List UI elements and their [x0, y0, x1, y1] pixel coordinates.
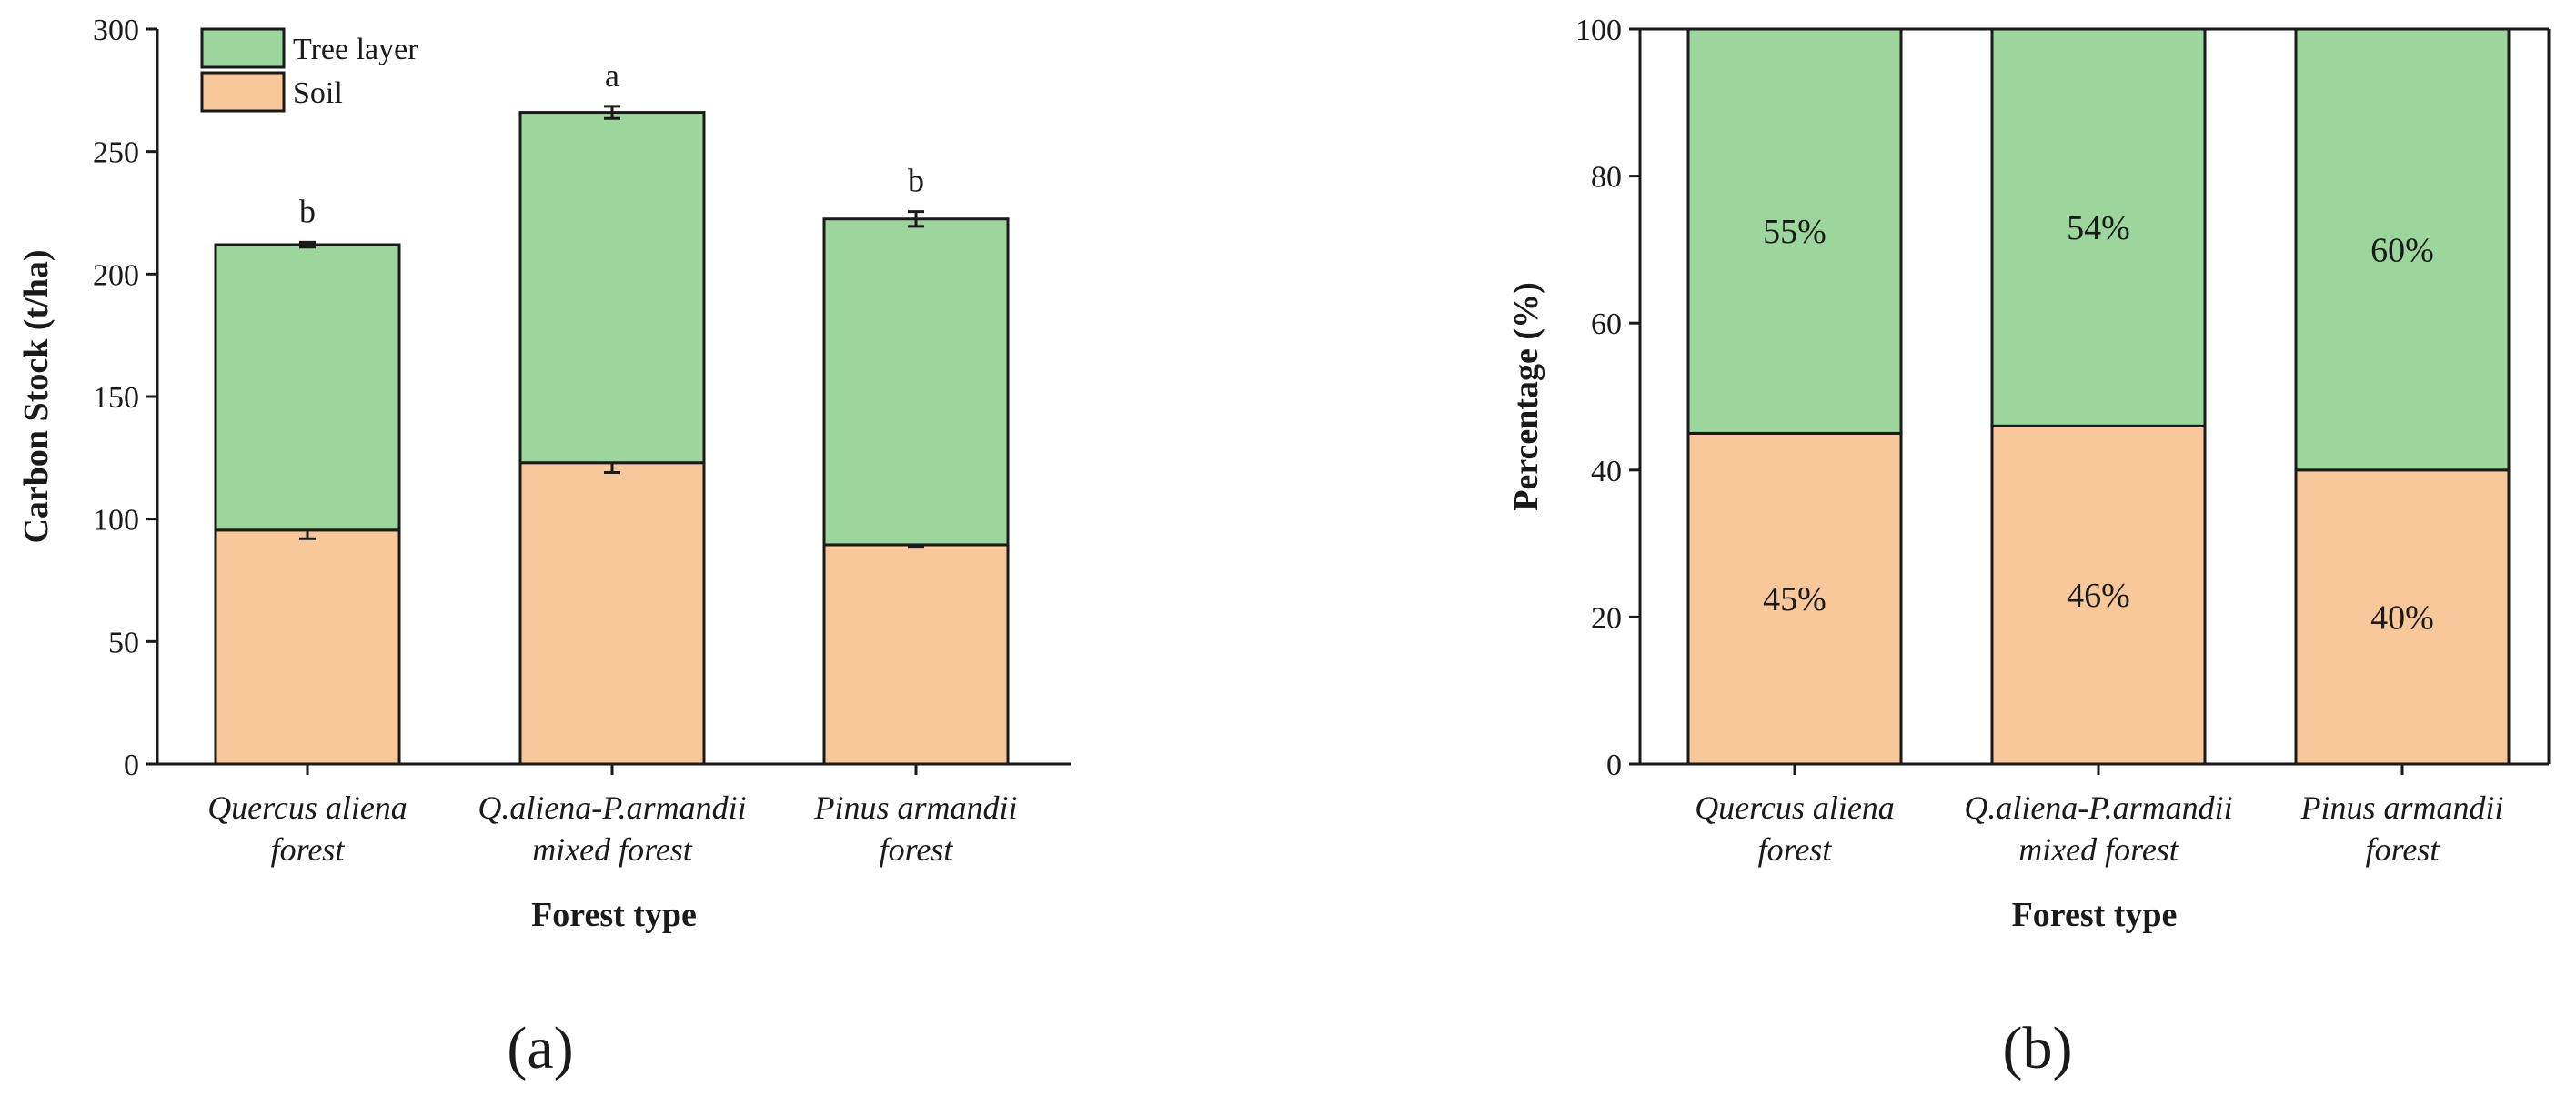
- x-tick-label: Quercus aliena: [207, 789, 408, 826]
- x-tick-label: Pinus armandii: [2299, 789, 2503, 826]
- bar-tree-layer: [518, 111, 706, 465]
- legend-swatch: [200, 71, 286, 113]
- x-tick-label: forest: [271, 831, 346, 868]
- x-tick-label: Quercus aliena: [1695, 789, 1895, 826]
- bar-soil: [214, 528, 401, 766]
- bar-tree-layer: [822, 217, 1010, 547]
- data-label: 60%: [2370, 231, 2434, 269]
- x-tick-label: forest: [1758, 831, 1833, 868]
- legend: Tree layer Soil: [200, 27, 418, 113]
- bar-soil: [518, 461, 706, 766]
- bar-soil: [1990, 424, 2207, 766]
- y-axis-title: Carbon Stock (t/ha): [17, 249, 55, 543]
- panel-a-chart: b a b 0 50 100 150 200 250 300 Quercus aliena fores…: [17, 14, 1071, 934]
- x-axis-title: Forest type: [531, 896, 697, 934]
- data-label: 40%: [2370, 598, 2434, 637]
- y-axis-title: Percentage (%): [1507, 282, 1545, 510]
- y-tick-label: 50: [108, 626, 139, 659]
- y-tick-label: 200: [93, 258, 139, 292]
- legend-label: Soil: [293, 76, 343, 110]
- x-tick-label: mixed forest: [2018, 831, 2179, 868]
- bar-soil: [2294, 468, 2511, 766]
- x-tick-label: forest: [2366, 831, 2440, 868]
- bar-tree-layer: [214, 243, 401, 532]
- panel-b-chart: 45% 46% 40% 55% 54% 60% 0 20 40 60 80 100 Quercus al…: [1507, 14, 2551, 934]
- x-tick-label: Pinus armandii: [813, 789, 1017, 826]
- y-tick-label: 100: [93, 504, 139, 538]
- significance-letter: b: [299, 193, 316, 229]
- y-tick-label: 300: [93, 14, 139, 47]
- data-label: 54%: [2067, 209, 2130, 247]
- y-tick-label: 0: [124, 749, 139, 782]
- bar-tree-layer: [1990, 27, 2207, 427]
- y-tick-label: 250: [93, 136, 139, 170]
- legend-label: Tree layer: [293, 33, 418, 66]
- bar-tree-layer: [2294, 27, 2511, 472]
- data-label: 45%: [1763, 580, 1826, 618]
- significance-letter: b: [908, 163, 924, 199]
- x-tick-label: Q.aliena-P.armandii: [478, 789, 746, 826]
- data-label: 46%: [2067, 577, 2130, 615]
- y-tick-label: 150: [93, 381, 139, 415]
- legend-swatch: [200, 27, 286, 69]
- bar-soil: [1686, 431, 1903, 766]
- x-axis-title: Forest type: [2012, 896, 2178, 934]
- x-tick-label: Q.aliena-P.armandii: [1964, 789, 2232, 826]
- y-tick-label: 60: [1591, 307, 1622, 341]
- y-tick-label: 20: [1591, 601, 1622, 635]
- y-tick-label: 0: [1606, 749, 1622, 782]
- data-label: 55%: [1763, 213, 1826, 251]
- panel-b-label: (b): [2003, 1015, 2073, 1081]
- x-tick-label: mixed forest: [532, 831, 693, 868]
- y-tick-label: 100: [1575, 14, 1622, 47]
- x-tick-label: forest: [880, 831, 954, 868]
- panel-a-label: (a): [507, 1015, 573, 1081]
- bar-soil: [822, 543, 1010, 766]
- significance-letter: a: [605, 57, 619, 94]
- y-tick-label: 40: [1591, 455, 1622, 488]
- y-tick-label: 80: [1591, 161, 1622, 195]
